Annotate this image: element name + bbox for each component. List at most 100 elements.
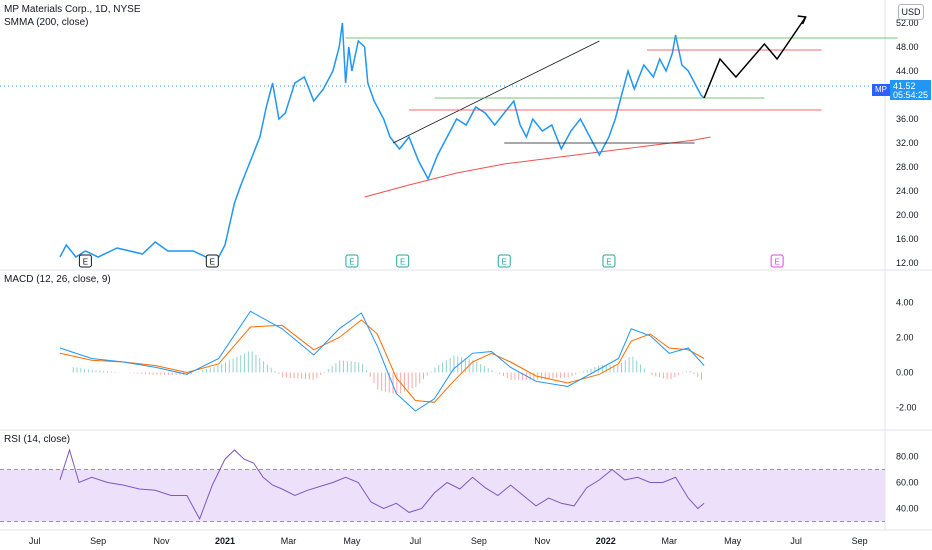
macd-histogram-bar	[76, 367, 78, 373]
macd-histogram-bar	[563, 372, 565, 378]
earnings-marker: E	[770, 254, 784, 268]
macd-histogram-bar	[293, 372, 295, 379]
macd-histogram-bar	[700, 372, 702, 380]
macd-histogram-bar	[544, 372, 546, 380]
earnings-marker-label: E	[502, 258, 507, 267]
macd-histogram-bar	[522, 372, 523, 380]
macd-histogram-bar	[491, 370, 493, 373]
earnings-marker: E	[396, 254, 410, 268]
macd-histogram-bar	[411, 372, 413, 389]
macd-histogram-bar	[552, 372, 554, 379]
earnings-marker-box	[205, 254, 219, 268]
macd-histogram-bar	[320, 372, 322, 375]
macd-histogram-bar	[445, 360, 447, 373]
macd-histogram-bar	[533, 372, 535, 380]
earnings-marker-box	[78, 254, 92, 268]
macd-histogram-bar	[605, 365, 607, 373]
macd-histogram-bar	[80, 368, 82, 373]
macd-histogram-bar	[377, 372, 379, 390]
macd-histogram-bar	[632, 356, 634, 373]
macd-histogram-bar	[99, 370, 101, 373]
earnings-marker-box	[770, 254, 784, 268]
macd-histogram-bar	[624, 360, 626, 373]
macd-histogram-bar	[301, 372, 303, 379]
earnings-marker-label: E	[349, 258, 354, 267]
macd-histogram-bar	[335, 363, 337, 373]
signal-line	[59, 319, 705, 403]
macd-histogram-bar	[560, 372, 562, 378]
macd-histogram-bar	[228, 360, 230, 373]
macd-histogram-bar	[651, 372, 653, 376]
macd-histogram-bar	[87, 369, 89, 373]
macd-histogram-bar	[304, 372, 306, 380]
macd-histogram-bar	[643, 368, 645, 373]
last-price-box: 41.52 05:54:25	[890, 80, 932, 100]
macd-histogram-bar	[84, 368, 86, 373]
time-tick-label: Sep	[90, 536, 106, 546]
macd-histogram-bar	[571, 372, 573, 376]
macd-histogram-bar	[681, 372, 683, 374]
time-tick-label: Jul	[790, 536, 802, 546]
macd-histogram-bar	[373, 372, 375, 384]
macd-histogram-bar	[110, 371, 112, 373]
macd-histogram-bar	[106, 371, 108, 373]
macd-histogram-bar	[407, 372, 409, 391]
time-tick-label: 2022	[596, 536, 616, 546]
last-price-symbol: MP	[872, 84, 890, 96]
macd-histogram-bar	[480, 364, 482, 373]
macd-histogram-bar	[594, 367, 596, 373]
macd-histogram-bar	[514, 372, 516, 380]
macd-histogram-bar	[369, 372, 371, 377]
macd-histogram-bar	[586, 370, 588, 373]
macd-histogram-bar	[419, 372, 421, 384]
macd-histogram-bar	[689, 371, 691, 373]
macd-histogram-bar	[213, 366, 215, 373]
macd-histogram-bar	[617, 365, 619, 373]
macd-histogram-bar	[388, 372, 390, 393]
macd-histogram-bar	[278, 372, 280, 375]
macd-histogram-bar	[289, 372, 291, 378]
macd-histogram-bar	[442, 362, 444, 373]
rsi-tick-label: 80.00	[896, 452, 919, 462]
macd-histogram-bar	[164, 372, 166, 375]
macd-histogram-bar	[346, 361, 348, 373]
macd-histogram-bar	[621, 363, 622, 373]
macd-histogram-bar	[403, 372, 405, 392]
last-price-value: 41.52	[893, 81, 916, 91]
earnings-marker: E	[345, 254, 359, 268]
macd-histogram-bar	[362, 363, 364, 373]
macd-histogram-bar	[662, 372, 664, 379]
macd-histogram-bar	[103, 370, 105, 373]
macd-histogram-bar	[327, 369, 329, 373]
macd-histogram-bar	[518, 372, 520, 380]
macd-histogram-bar	[198, 371, 200, 373]
earnings-marker: E	[602, 254, 616, 268]
time-tick-label: Jul	[29, 536, 41, 546]
macd-histogram-bar	[331, 366, 333, 373]
macd-histogram-bar	[247, 351, 249, 373]
price-tick-label: 12.00	[896, 258, 919, 268]
earnings-marker-label: E	[606, 258, 611, 267]
time-tick-label: Jul	[410, 536, 422, 546]
last-price-tag: MP 41.52 05:54:25	[872, 80, 932, 100]
earnings-marker-label: E	[400, 258, 405, 267]
earnings-marker-box	[497, 254, 511, 268]
macd-histogram-bar	[358, 362, 360, 373]
macd-histogram-bar	[225, 362, 226, 373]
macd-histogram-bar	[133, 372, 135, 374]
macd-histogram-bar	[339, 360, 341, 373]
macd-histogram-bar	[236, 356, 238, 373]
macd-histogram-bar	[461, 357, 463, 373]
macd-tick-label: 0.00	[896, 368, 914, 378]
macd-histogram-bar	[613, 365, 615, 373]
currency-button[interactable]: USD	[898, 4, 924, 20]
price-tick-label: 36.00	[896, 114, 919, 124]
macd-histogram-bar	[221, 363, 223, 373]
macd-histogram-bar	[670, 372, 672, 380]
earnings-marker-label: E	[210, 258, 215, 267]
macd-histogram-bar	[483, 366, 485, 373]
macd-histogram-bar	[95, 370, 97, 373]
macd-histogram-bar	[297, 372, 299, 379]
macd-histogram-bar	[457, 356, 459, 373]
macd-histogram-bar	[285, 372, 287, 378]
